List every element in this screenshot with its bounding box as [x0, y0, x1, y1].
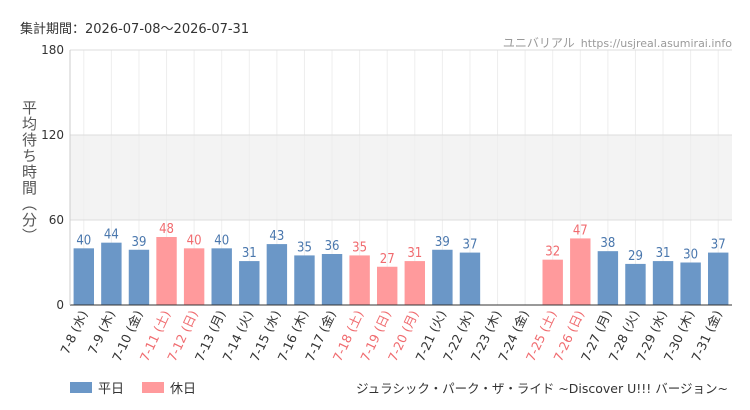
bar [266, 244, 288, 305]
background-bands [70, 135, 732, 220]
legend-holiday-swatch [142, 382, 165, 393]
bar-value-label: 35 [352, 240, 367, 255]
bar-value-label: 43 [269, 229, 284, 244]
bar-value-label: 29 [628, 249, 643, 264]
bar-value-label: 31 [656, 246, 671, 261]
legend-holiday: 休日 [142, 378, 196, 397]
legend-weekday: 平日 [70, 378, 124, 397]
bar-value-label: 39 [435, 235, 450, 250]
bar [432, 249, 453, 305]
site-name: ユニバリアル [502, 36, 575, 50]
bar-value-label: 47 [573, 223, 588, 238]
bars [73, 237, 729, 305]
bar [652, 261, 674, 305]
y-axis-label: 平均待ち時間（分） [20, 100, 38, 244]
y-tick-label: 180 [41, 43, 64, 57]
site-url: https://usjreal.asumirai.info [580, 37, 732, 50]
bar-value-label: 40 [76, 233, 91, 248]
x-tick-labels: 7-8 (水)7-9 (木)7-10 (金)7-11 (土)7-12 (日)7-… [57, 308, 725, 364]
bar [349, 255, 370, 305]
bar [183, 248, 205, 305]
value-labels: 40 44 39 48 40 40 31 43 35 36 35 27 31 39 37 32 47 38 29 31… [76, 222, 725, 267]
bar [680, 262, 701, 305]
y-tick-label: 120 [41, 128, 64, 142]
bar-value-label: 40 [187, 233, 202, 248]
site-watermark: ユニバリアル https://usjreal.asumirai.info [503, 34, 732, 51]
legend-weekday-label: 平日 [98, 382, 125, 397]
y-tick-labels: 0 60 120 180 [41, 43, 64, 312]
bar-value-label: 32 [545, 245, 560, 260]
bar-value-label: 36 [325, 239, 340, 254]
bar [321, 254, 343, 305]
bar [211, 248, 232, 305]
axes [69, 50, 732, 306]
y-tick-label: 0 [56, 298, 64, 312]
bar-value-label: 37 [711, 238, 726, 253]
attraction-name: ジュラシック・パーク・ザ・ライド ~Discover U!!! バージョン~ [355, 381, 728, 396]
legend: 平日 休日 [70, 378, 214, 397]
bar [128, 249, 150, 305]
bar [156, 237, 177, 305]
bar [73, 248, 94, 305]
bar [239, 261, 260, 305]
bar [377, 266, 398, 305]
bar-value-label: 35 [297, 240, 312, 255]
bar [101, 242, 122, 305]
bar-value-label: 31 [242, 246, 257, 261]
legend-holiday-label: 休日 [170, 382, 197, 397]
legend-weekday-swatch [70, 382, 92, 393]
bar-value-label: 27 [380, 252, 395, 267]
bar-value-label: 48 [159, 222, 174, 237]
bar [294, 255, 315, 305]
bar-value-label: 31 [407, 246, 422, 261]
bar [708, 252, 729, 305]
bar-value-label: 39 [132, 235, 147, 250]
bar [542, 259, 563, 305]
bar [570, 238, 591, 305]
bar-value-label: 30 [683, 248, 698, 263]
bar-value-label: 44 [104, 228, 119, 243]
bar-value-label: 37 [463, 238, 478, 253]
bar [459, 252, 481, 305]
bar-value-label: 38 [600, 236, 615, 251]
period-label: 集計期間：2026-07-08〜2026-07-31 [20, 22, 250, 37]
bar-value-label: 40 [214, 233, 229, 248]
band-60-120 [70, 135, 732, 220]
bar [597, 251, 619, 305]
bar [404, 261, 425, 305]
bar [625, 263, 646, 305]
y-tick-label: 60 [49, 213, 64, 227]
